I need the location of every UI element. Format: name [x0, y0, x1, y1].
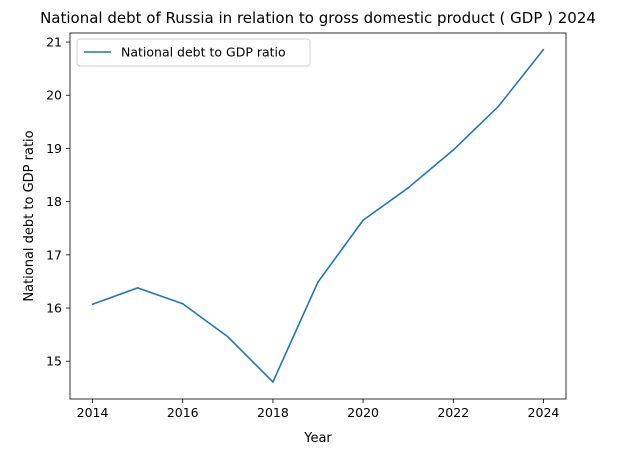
data-point — [272, 381, 274, 383]
y-axis-label: National debt to GDP ratio — [22, 130, 37, 301]
y-tick-label: 21 — [46, 35, 62, 50]
x-tick-label: 2022 — [437, 405, 469, 420]
x-tick-label: 2020 — [347, 405, 379, 420]
x-tick-label: 2014 — [77, 405, 109, 420]
data-point — [181, 302, 184, 305]
plot-frame — [69, 32, 567, 400]
y-tick-label: 18 — [46, 194, 62, 209]
data-point — [91, 303, 94, 306]
y-tick-label: 20 — [46, 88, 62, 103]
data-point — [317, 281, 319, 283]
chart-title: National debt of Russia in relation to g… — [40, 9, 596, 27]
data-point — [452, 149, 455, 151]
data-point — [497, 105, 500, 108]
x-axis-label: Year — [303, 431, 332, 446]
data-point — [136, 287, 139, 289]
legend: National debt to GDP ratio — [76, 38, 311, 67]
data-point — [362, 219, 364, 222]
data-point — [542, 48, 545, 51]
legend-box — [76, 38, 311, 67]
y-tick-label: 16 — [46, 301, 62, 316]
x-tick-label: 2024 — [528, 405, 560, 420]
x-tick-label: 2018 — [257, 405, 289, 420]
x-tick-label: 2016 — [167, 405, 199, 420]
y-tick-label: 17 — [46, 247, 62, 262]
y-tick-label: 15 — [46, 354, 62, 369]
data-point — [407, 187, 409, 189]
legend-label: National debt to GDP ratio — [121, 45, 286, 60]
y-tick-label: 19 — [46, 141, 62, 156]
axis-ticks: 2014 2016 2018 2020 2022 2024 15 16 17 18 19 20 21 — [46, 35, 559, 420]
plot-area — [70, 33, 566, 399]
series-layer — [91, 48, 545, 383]
data-point — [227, 335, 229, 338]
